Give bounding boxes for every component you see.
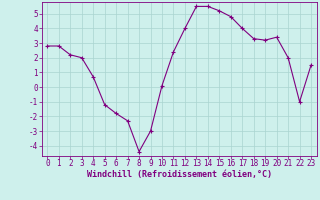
X-axis label: Windchill (Refroidissement éolien,°C): Windchill (Refroidissement éolien,°C) [87, 170, 272, 179]
